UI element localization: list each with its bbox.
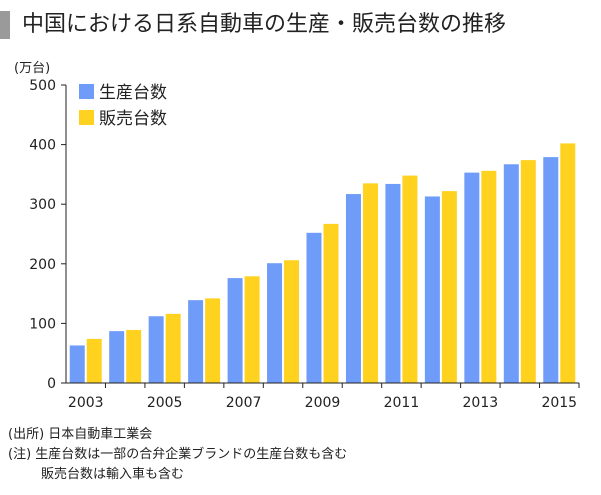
bar-sales	[362, 183, 378, 383]
bar-production	[543, 157, 559, 383]
legend-label-sales: 販売台数	[99, 109, 167, 129]
bar-production	[109, 331, 125, 383]
y-tick-label: 400	[29, 138, 56, 154]
y-tick-label: 200	[29, 257, 56, 273]
bar-production	[464, 172, 480, 383]
bar-production	[267, 263, 283, 383]
bar-sales	[481, 170, 497, 383]
bar-sales	[165, 313, 181, 383]
y-tick-label: 100	[29, 316, 56, 332]
x-tick-label: 2009	[305, 395, 341, 411]
y-tick-label: 500	[29, 78, 56, 94]
x-tick-label: 2011	[384, 395, 420, 411]
bar-production	[503, 164, 519, 383]
x-tick-label: 2007	[226, 395, 262, 411]
bars-group	[69, 143, 576, 383]
bar-production	[306, 232, 322, 383]
note-production: (注) 生産台数は一部の合弁企業ブランドの生産台数も含む	[8, 447, 348, 462]
title-bar: 中国における日系自動車の生産・販売台数の推移	[0, 3, 601, 39]
legend-swatch-sales	[79, 110, 94, 125]
x-tick-label: 2005	[147, 395, 183, 411]
bar-sales	[520, 160, 536, 383]
legend-swatch-production	[79, 84, 94, 99]
bar-production	[148, 316, 164, 383]
x-tick-label: 2013	[463, 395, 499, 411]
bar-sales	[402, 175, 418, 383]
bar-production	[227, 278, 243, 383]
x-tick-label: 2015	[541, 395, 577, 411]
bar-production	[69, 345, 85, 383]
bar-sales	[244, 276, 260, 383]
legend-label-production: 生産台数	[99, 83, 167, 103]
bar-sales	[284, 260, 300, 383]
y-tick-label: 0	[47, 376, 56, 392]
bar-sales	[86, 338, 102, 383]
note-sales: 販売台数は輸入車も含む	[41, 467, 185, 482]
bar-production	[188, 300, 204, 383]
bar-production	[424, 196, 440, 383]
bar-chart: (万台) 0 100 200 300 400 500 2003 2005 2007 2009 201…	[14, 61, 580, 411]
bar-sales	[441, 191, 457, 383]
bar-sales	[126, 329, 142, 383]
bar-sales	[323, 223, 339, 383]
source-note: (出所) 日本自動車工業会	[8, 427, 153, 442]
title-marker	[0, 11, 10, 39]
bar-sales	[560, 143, 576, 383]
chart-title: 中国における日系自動車の生産・販売台数の推移	[22, 12, 507, 37]
x-tick-label: 2003	[68, 395, 104, 411]
y-tick-label: 300	[29, 197, 56, 213]
bar-sales	[205, 298, 221, 383]
y-axis-unit-label: (万台)	[14, 61, 50, 76]
bar-production	[345, 194, 361, 383]
bar-production	[385, 183, 401, 383]
notes: (出所) 日本自動車工業会 (注) 生産台数は一部の合弁企業ブランドの生産台数も…	[8, 425, 347, 485]
axes-group: 0 100 200 300 400 500 2003 2005 2007 2009 2011 2013…	[29, 78, 580, 411]
